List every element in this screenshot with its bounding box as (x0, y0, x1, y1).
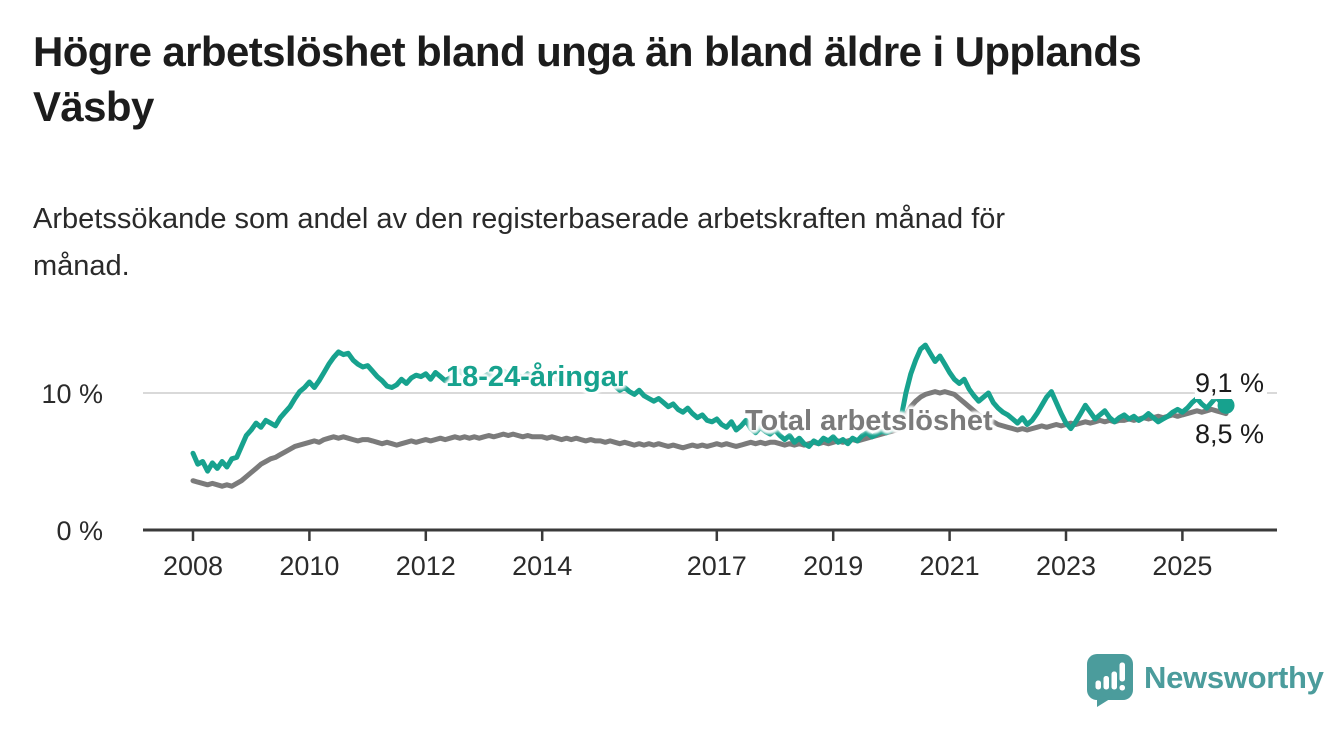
series-label-total: Total arbetslöshet (745, 405, 993, 437)
end-value-label-total: 8,5 % (1195, 419, 1268, 450)
x-axis-tick-label: 2017 (686, 551, 747, 581)
chart-subtitle: Arbetssökande som andel av den registerb… (33, 196, 1005, 290)
x-axis-tick-label: 2025 (1152, 551, 1213, 581)
series-label-18-24: 18-24-åringar (446, 361, 629, 393)
newsworthy-logo: Newsworthy (1087, 654, 1324, 707)
x-axis-tick-label: 2019 (803, 551, 864, 581)
series-end-dot (1217, 396, 1235, 414)
page-title: Högre arbetslöshet bland unga än bland ä… (33, 24, 1142, 134)
y-axis-label-10: 10 % (41, 379, 103, 409)
y-axis-label-0: 0 % (56, 516, 103, 546)
page-title-line1: Högre arbetslöshet bland unga än bland ä… (33, 28, 1142, 75)
bar-chart-speech-bubble-icon (1087, 654, 1133, 707)
newsworthy-wordmark: Newsworthy (1144, 660, 1324, 695)
x-axis-tick-label: 2023 (1035, 551, 1097, 581)
x-axis-tick-label: 2014 (512, 551, 573, 581)
page-title-line2: Väsby (33, 83, 154, 130)
chart-subtitle-line1: Arbetssökande som andel av den registerb… (33, 203, 1006, 235)
x-axis-tick-label: 2008 (162, 551, 224, 581)
end-value-label-18-24: 9,1 % (1195, 368, 1268, 399)
x-axis-tick-label: 2010 (279, 551, 340, 581)
series-line-18-24-åringar (190, 342, 1229, 474)
x-axis-tick-label: 2021 (919, 551, 980, 581)
chart-subtitle-line2: månad. (33, 250, 130, 282)
series-line-total-arbetslöshet (190, 389, 1229, 489)
x-axis-tick-label: 2012 (395, 551, 456, 581)
